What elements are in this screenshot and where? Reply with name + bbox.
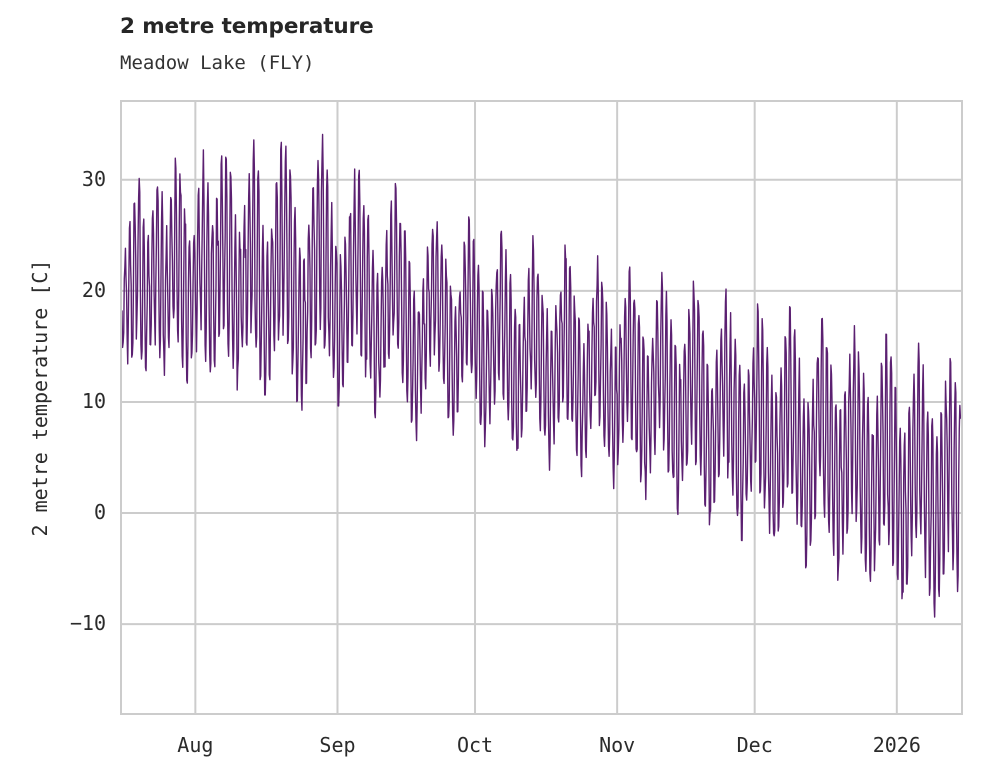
y-axis-ticks: 30 20 10 0 −10 <box>44 0 106 782</box>
y-tick-label: −10 <box>69 611 106 636</box>
x-tick-label: Sep <box>319 733 356 757</box>
x-tick-label: Oct <box>456 733 494 757</box>
x-tick-label: Nov <box>599 733 636 757</box>
y-tick-label: 30 <box>81 166 106 191</box>
plot-area <box>120 100 963 715</box>
x-tick-label: Dec <box>736 733 773 757</box>
x-tick-label: Aug <box>177 733 214 757</box>
grid-lines <box>122 102 961 713</box>
y-tick-label: 10 <box>81 388 106 413</box>
chart-title: 2 metre temperature <box>120 14 374 39</box>
y-tick-label: 0 <box>93 500 106 525</box>
temperature-line-chart <box>122 102 961 713</box>
temperature-series-line <box>122 133 961 618</box>
x-tick-label: 2026 <box>872 733 921 757</box>
y-tick-label: 20 <box>81 277 106 302</box>
chart-subtitle: Meadow Lake (FLY) <box>120 52 315 74</box>
